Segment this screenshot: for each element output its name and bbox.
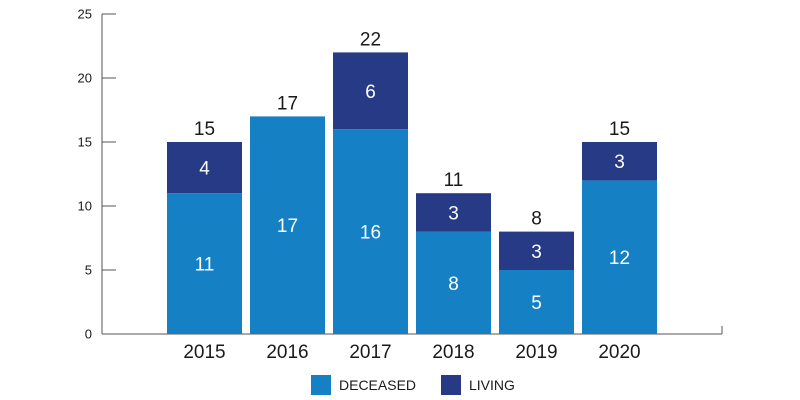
y-axis: 0 5 10 15 20 25 (78, 7, 116, 342)
segment-value-label: 5 (531, 293, 542, 314)
bars (167, 52, 657, 335)
segment-value-label: 3 (531, 242, 542, 263)
x-tick-label: 2018 (432, 342, 474, 363)
total-value-label: 22 (360, 29, 381, 50)
segment-value-label: 6 (365, 82, 376, 103)
segment-value-label: 17 (277, 216, 298, 237)
total-value-label: 15 (609, 119, 630, 140)
y-tick-label: 20 (78, 71, 92, 86)
bar-living-2017 (333, 52, 408, 130)
segment-value-label: 4 (199, 159, 210, 180)
x-tick-label: 2017 (349, 342, 391, 363)
x-tick-label: 2016 (266, 342, 308, 363)
total-value-label: 17 (277, 93, 298, 114)
bar-deceased-2019 (499, 270, 574, 334)
bar-deceased-2018 (416, 231, 491, 334)
bar-deceased-2020 (582, 180, 657, 334)
y-tick-label: 15 (78, 135, 92, 150)
segment-value-label: 12 (609, 248, 630, 269)
segment-value-label: 3 (448, 203, 459, 224)
x-tick-label: 2015 (183, 342, 225, 363)
y-tick-label: 5 (85, 263, 92, 278)
legend-label-deceased: DECEASED (339, 377, 416, 393)
legend-swatch-deceased (311, 375, 331, 395)
legend-label-living: LIVING (469, 377, 515, 393)
data-labels: 11 4 15 17 17 16 6 22 8 3 11 5 3 8 12 3 15 (194, 29, 630, 314)
x-axis: 2015 2016 2017 2018 2019 2020 (102, 326, 723, 363)
bar-deceased-2016 (250, 116, 325, 335)
segment-value-label: 8 (448, 274, 459, 295)
bar-living-2020 (582, 142, 657, 181)
segment-value-label: 3 (614, 152, 625, 173)
y-tick-label: 10 (78, 199, 92, 214)
segment-value-label: 16 (360, 223, 381, 244)
segment-value-label: 11 (195, 255, 215, 276)
y-tick-label: 0 (85, 327, 92, 342)
total-value-label: 8 (531, 209, 542, 230)
bar-deceased-2015 (167, 193, 242, 334)
bar-living-2015 (167, 142, 242, 194)
total-value-label: 11 (444, 170, 464, 191)
bar-deceased-2017 (333, 129, 408, 334)
y-tick-label: 25 (78, 7, 92, 22)
total-value-label: 15 (194, 119, 215, 140)
bar-living-2019 (499, 231, 574, 270)
x-tick-label: 2020 (598, 342, 640, 363)
legend: DECEASED LIVING (311, 375, 515, 395)
bar-living-2018 (416, 193, 491, 232)
x-tick-label: 2019 (515, 342, 557, 363)
legend-swatch-living (441, 375, 461, 395)
